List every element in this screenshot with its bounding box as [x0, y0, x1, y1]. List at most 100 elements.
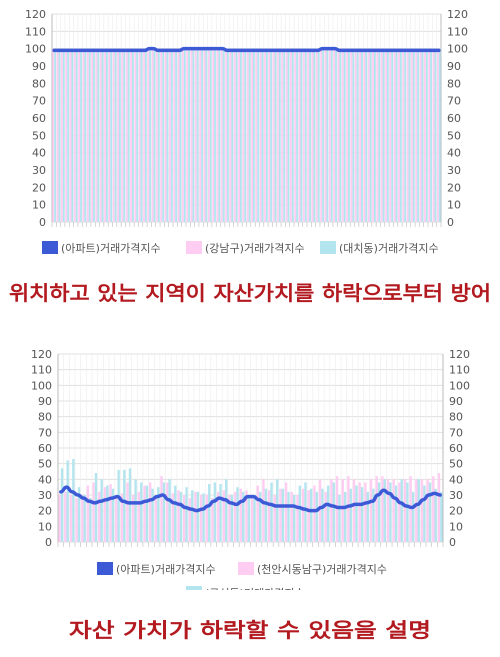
bar	[106, 485, 109, 542]
bar	[262, 479, 265, 542]
bar	[248, 48, 251, 222]
y-tick-label-right: 30	[449, 489, 463, 502]
bar	[242, 491, 245, 542]
bar	[376, 48, 379, 222]
bar	[69, 48, 72, 222]
legend-swatch	[238, 562, 254, 575]
bar	[339, 48, 342, 222]
bar	[389, 482, 392, 542]
bar-series-1	[60, 458, 443, 542]
bar	[175, 48, 177, 222]
bar	[398, 482, 401, 542]
bar	[369, 48, 372, 222]
bar	[69, 495, 73, 542]
y-tick-label-left: 90	[32, 60, 46, 73]
legend-label: (강남구)거래가격지수	[205, 242, 305, 255]
bar	[92, 482, 95, 542]
bar	[281, 48, 284, 222]
bar	[287, 48, 290, 222]
legend: (아파트)거래가격지수 (강남구)거래가격지수 (대치동)거래가격지수	[42, 241, 439, 255]
bar	[385, 48, 387, 222]
bar	[398, 48, 400, 222]
bar	[392, 479, 395, 542]
bar	[188, 498, 192, 542]
bar	[64, 491, 67, 542]
bar	[264, 488, 268, 542]
bar	[151, 48, 154, 222]
bar	[250, 495, 254, 542]
bar	[406, 482, 409, 542]
bar	[62, 48, 65, 222]
bar	[437, 473, 441, 542]
bar	[162, 482, 166, 542]
bar	[185, 487, 188, 542]
y-tick-label-left: 30	[38, 489, 52, 502]
bar	[307, 48, 310, 222]
bar	[415, 48, 418, 222]
bar	[205, 48, 208, 222]
bar	[313, 485, 316, 542]
bar	[54, 48, 56, 222]
bar	[253, 495, 256, 542]
bar	[56, 48, 59, 222]
y-tick-label-left: 50	[32, 129, 46, 142]
y-tick-label-right: 30	[447, 164, 461, 177]
y-tick-label-right: 20	[449, 505, 463, 518]
bar	[99, 48, 102, 222]
y-tick-label-right: 60	[447, 112, 461, 125]
bar	[103, 487, 107, 542]
bar	[417, 48, 420, 222]
bar	[218, 48, 221, 222]
y-tick-label-left: 110	[25, 25, 46, 38]
series-line	[52, 46, 441, 53]
bar	[75, 498, 78, 542]
bar	[168, 479, 171, 542]
bar	[350, 48, 353, 222]
bar	[256, 485, 259, 542]
y-tick-label-right: 0	[447, 216, 454, 229]
bar	[284, 482, 288, 542]
bar	[179, 491, 183, 542]
bar	[425, 48, 428, 222]
bar	[386, 479, 390, 542]
bar	[225, 48, 228, 222]
bar	[406, 48, 409, 222]
y-tick-label-right: 110	[447, 25, 468, 38]
bar	[437, 48, 439, 222]
y-tick-label-right: 0	[449, 536, 456, 549]
legend-label: (대치동)거래가격지수	[339, 242, 439, 255]
bar	[346, 48, 349, 222]
bar	[318, 479, 322, 542]
bar	[399, 48, 402, 222]
bar	[290, 491, 293, 542]
bar	[207, 48, 210, 222]
bar	[164, 48, 167, 222]
bar-series-0	[52, 48, 439, 222]
bar	[324, 48, 327, 222]
bar	[272, 48, 275, 222]
bar	[81, 495, 84, 542]
bar	[291, 48, 294, 222]
bar	[153, 48, 156, 222]
bar	[328, 48, 331, 222]
bar	[95, 48, 98, 222]
y-tick-label-left: 60	[32, 112, 46, 125]
bar	[127, 48, 130, 222]
bar	[233, 491, 237, 542]
bar	[173, 48, 176, 222]
bar	[211, 498, 214, 542]
bar	[244, 48, 247, 222]
y-tick-label-right: 20	[447, 181, 461, 194]
bar	[389, 48, 392, 222]
legend-swatch	[186, 241, 202, 254]
bar	[359, 48, 362, 222]
bar	[166, 48, 169, 222]
bar	[419, 48, 422, 222]
bar	[356, 48, 359, 222]
y-tick-label-right: 80	[447, 77, 461, 90]
bar	[156, 48, 158, 222]
bar	[157, 487, 160, 542]
bar	[309, 48, 311, 222]
y-tick-label-left: 0	[39, 216, 46, 229]
bar	[220, 48, 223, 222]
